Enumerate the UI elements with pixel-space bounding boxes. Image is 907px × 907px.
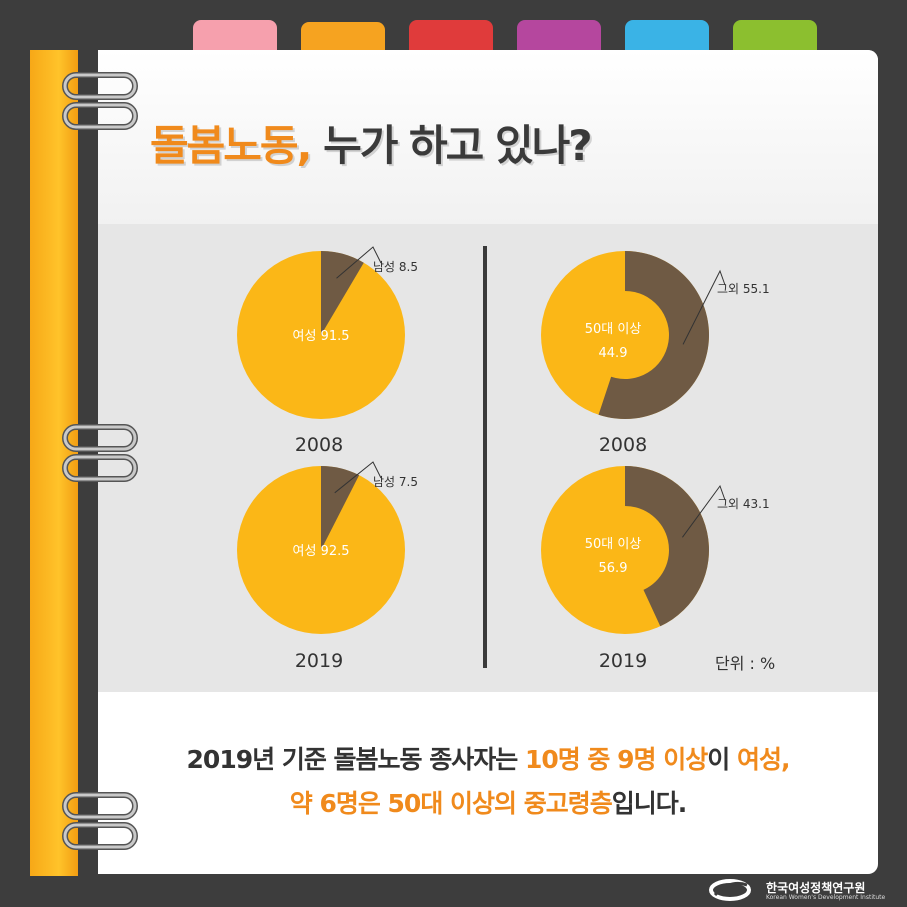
caption-segment: 이 — [707, 745, 737, 774]
label-50대 이상: 50대 이상 — [585, 322, 642, 337]
tab-green[interactable] — [733, 20, 817, 54]
panel-divider — [483, 246, 487, 668]
callout-line — [682, 269, 726, 345]
callout-line — [334, 461, 382, 494]
caption-segment: 입니다. — [611, 789, 687, 818]
tab-pink[interactable] — [193, 20, 277, 54]
chart-band — [98, 224, 878, 692]
caption-segment: 여성, — [736, 745, 790, 774]
pie-age-2008: 50대 이상 44.9 그외 55.1 — [541, 251, 770, 419]
spiral-ring — [62, 424, 138, 452]
slice-그외 — [625, 465, 710, 627]
pie-age-2019: 50대 이상 56.9 그외 43.1 — [541, 465, 770, 634]
caption-segment: 약 6명은 50대 이상의 중고령층 — [289, 789, 613, 818]
slice-남성 — [321, 466, 360, 550]
label-남성: 남성 8.5 — [373, 260, 418, 274]
tab-red[interactable] — [409, 20, 493, 54]
callout-line — [336, 246, 382, 279]
title-highlight: 돌봄노동, — [150, 121, 313, 170]
slice-그외 — [598, 251, 709, 419]
title-rest: 누가 하고 있나? — [310, 121, 592, 170]
institute-name: 한국여성정책연구원 — [766, 881, 866, 895]
title-bar — [98, 50, 878, 224]
value-50대 이상: 56.9 — [599, 561, 628, 576]
label-여성: 여성 92.5 — [293, 544, 350, 559]
spiral-ring — [62, 454, 138, 482]
notebook-spine — [30, 50, 78, 876]
year-label-gender-2019: 2019 — [294, 650, 344, 672]
value-50대 이상: 44.9 — [599, 346, 628, 361]
tab-purple[interactable] — [517, 20, 601, 54]
unit-label: 단위 : % — [715, 654, 776, 673]
pie-gender-2019: 여성 92.5 남성 7.5 — [237, 461, 418, 634]
callout-line — [682, 484, 726, 538]
pie-gender-2008: 여성 91.5 남성 8.5 — [237, 246, 418, 419]
label-여성: 여성 91.5 — [293, 329, 350, 344]
tab-blue[interactable] — [625, 20, 709, 54]
year-label-age-2019: 2019 — [598, 650, 648, 672]
spiral-ring — [62, 102, 138, 130]
caption-segment: 10명 중 9명 이상 — [524, 745, 708, 774]
caption-line-1: 2019년 기준 돌봄노동 종사자는 10명 중 9명 이상이 여성, — [98, 740, 878, 776]
caption-line-2: 약 6명은 50대 이상의 중고령층입니다. — [98, 784, 878, 820]
label-그외: 그외 55.1 — [717, 282, 770, 296]
pie-charts: 여성 91.5 남성 8.5 여성 92.5 남성 7.5 50대 이상 44.9 그외 5… — [237, 246, 770, 634]
year-label-age-2008: 2008 — [598, 434, 648, 456]
label-50대 이상: 50대 이상 — [585, 537, 642, 552]
label-그외: 그외 43.1 — [717, 497, 770, 511]
caption-segment: 2019년 기준 돌봄노동 종사자는 — [186, 745, 525, 774]
notebook-page: 돌봄노동, 누가 하고 있나? 여성 91.5 남성 8.5 여성 92.5 남성 7… — [98, 50, 878, 874]
institute-subtitle: Korean Women's Development Institute — [766, 894, 886, 901]
year-label-gender-2008: 2008 — [294, 434, 344, 456]
spiral-ring — [62, 72, 138, 100]
spiral-ring — [62, 792, 138, 820]
institute-logo-icon — [709, 879, 751, 901]
spiral-ring — [62, 822, 138, 850]
page-title: 돌봄노동, 누가 하고 있나? — [150, 112, 593, 173]
label-남성: 남성 7.5 — [373, 475, 418, 489]
slice-남성 — [321, 251, 364, 335]
